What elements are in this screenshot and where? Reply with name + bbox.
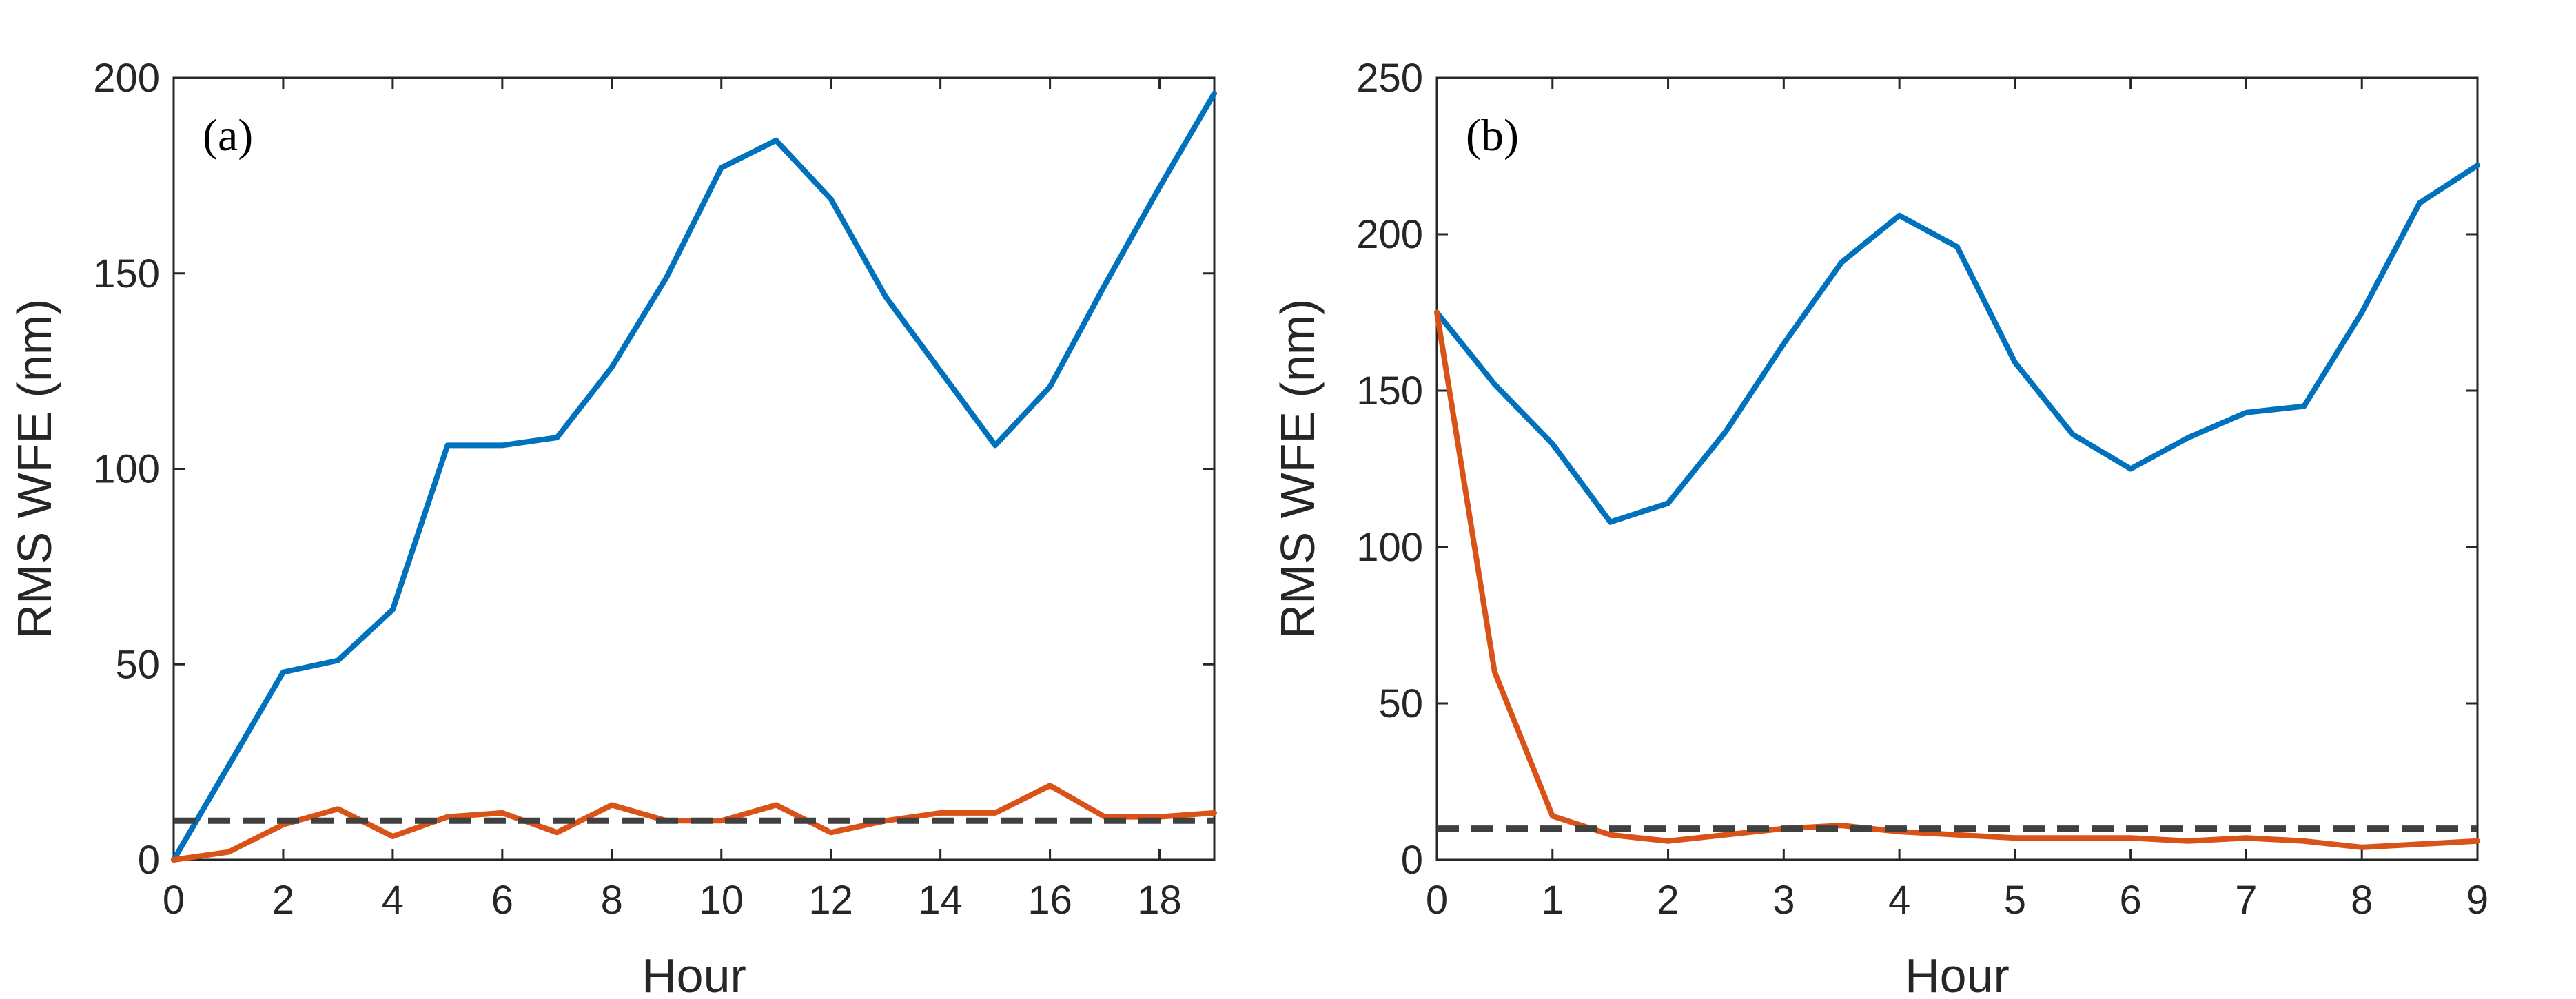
x-tick-label: 5: [2004, 878, 2026, 923]
x-tick-label: 6: [491, 878, 513, 923]
x-tick-label: 10: [699, 878, 744, 923]
x-tick-label: 7: [2235, 878, 2257, 923]
x-tick-label: 6: [2120, 878, 2142, 923]
y-tick-label: 200: [1356, 212, 1423, 257]
corrected-curve: [1434, 309, 2480, 850]
y-tick-label: 0: [138, 838, 160, 883]
x-tick-label: 2: [1657, 878, 1679, 923]
x-tick-label: 2: [272, 878, 294, 923]
x-tick-label: 3: [1772, 878, 1795, 923]
y-tick-label: 150: [1356, 369, 1423, 413]
y-tick-label: 50: [115, 642, 160, 687]
x-tick-label: 4: [382, 878, 404, 923]
x-tick-label: 18: [1137, 878, 1182, 923]
panel-label: (b): [1466, 110, 1519, 161]
y-axis-label: RMS WFE (nm): [8, 299, 61, 639]
y-tick-label: 150: [93, 251, 160, 296]
y-tick-label: 200: [93, 56, 160, 101]
x-tick-label: 8: [601, 878, 623, 923]
y-axis-label: RMS WFE (nm): [1271, 299, 1325, 639]
plot-area-frame: [1435, 76, 2479, 861]
y-tick-label: 0: [1401, 838, 1423, 883]
y-tick-label: 250: [1356, 56, 1423, 101]
chart-panel-a: 0 2 4 6 8 10 12 14 16 18 0 50 100 150 200 Hour RMS WFE (…: [8, 56, 1217, 999]
plot-area-frame: [172, 76, 1216, 861]
y-tick-label: 50: [1378, 681, 1423, 726]
y-tick-label: 100: [1356, 525, 1423, 570]
x-tick-label: 0: [163, 878, 185, 923]
x-tick-label: 1: [1542, 878, 1564, 923]
x-tick-label: 14: [918, 878, 963, 923]
x-tick-label: 4: [1888, 878, 1910, 923]
x-tick-label: 8: [2351, 878, 2373, 923]
x-tick-label: 0: [1426, 878, 1448, 923]
x-axis-label: Hour: [1905, 949, 2010, 999]
chart-panel-b: 0 1 2 3 4 5 6 7 8 9 0 50 100 150 200 250 Hour RMS WFE (nm…: [1271, 56, 2488, 999]
x-axis-label: Hour: [642, 949, 746, 999]
y-tick-label: 100: [93, 447, 160, 492]
model-curve: [1434, 163, 2480, 525]
model-curve: [171, 90, 1217, 863]
x-tick-label: 9: [2466, 878, 2488, 923]
x-tick-label: 16: [1028, 878, 1072, 923]
panel-label: (a): [203, 110, 253, 161]
x-tick-label: 12: [808, 878, 853, 923]
